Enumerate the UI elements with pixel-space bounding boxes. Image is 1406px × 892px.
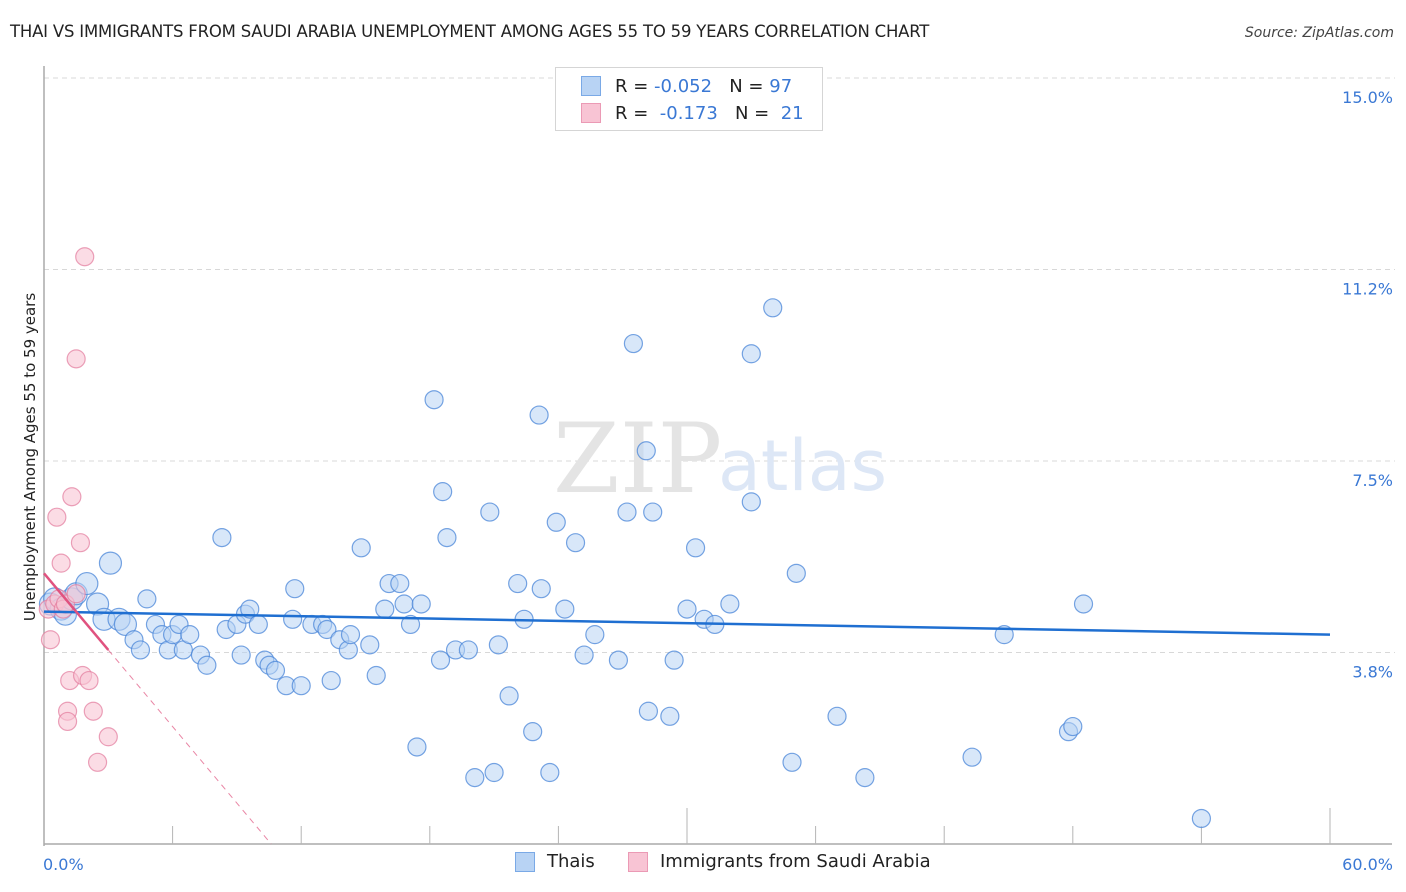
- n-label: N =: [734, 102, 770, 124]
- r-value: -0.052: [654, 75, 713, 97]
- tick-labels: 15.0% 11.2% 7.5% 3.8% 0.0% 60.0%: [43, 88, 1393, 874]
- legend-label-thais: Thais: [547, 851, 595, 872]
- svg-text:3.8%: 3.8%: [1352, 663, 1393, 682]
- svg-text:atlas: atlas: [718, 425, 887, 507]
- n-label: N =: [729, 75, 764, 97]
- n-value: 21: [780, 102, 804, 124]
- legend-label-saudi: Immigrants from Saudi Arabia: [660, 851, 931, 872]
- saudi-swatch-icon: [581, 103, 601, 123]
- legend-item-thais[interactable]: Thais: [515, 851, 595, 872]
- chart-title: THAI VS IMMIGRANTS FROM SAUDI ARABIA UNE…: [10, 22, 930, 42]
- svg-text:0.0%: 0.0%: [43, 855, 84, 874]
- svg-text:60.0%: 60.0%: [1342, 855, 1393, 874]
- series-saudi-arabia: [38, 247, 118, 772]
- source-label: Source: ZipAtlas.com: [1244, 25, 1394, 41]
- watermark: ZIP atlas: [553, 403, 887, 515]
- svg-text:7.5%: 7.5%: [1352, 471, 1393, 490]
- svg-text:15.0%: 15.0%: [1342, 88, 1393, 107]
- thais-swatch-icon: [581, 76, 601, 96]
- series-legend: Thais Immigrants from Saudi Arabia: [0, 851, 1406, 877]
- n-value: 97: [769, 75, 793, 97]
- legend-row-saudi: R = -0.173 N = 21: [581, 101, 804, 125]
- legend-row-thais: R = -0.052 N = 97: [581, 74, 792, 98]
- series-thais: [38, 298, 1212, 829]
- r-label: R =: [615, 102, 649, 124]
- saudi-swatch-icon: [628, 851, 648, 872]
- thais-swatch-icon: [515, 851, 535, 872]
- r-value: -0.173: [659, 102, 718, 124]
- r-label: R =: [615, 75, 649, 97]
- svg-text:ZIP: ZIP: [553, 403, 722, 515]
- trend-lines: [43, 572, 1331, 845]
- svg-text:11.2%: 11.2%: [1342, 280, 1393, 299]
- axes: [43, 66, 1392, 846]
- legend-item-saudi[interactable]: Immigrants from Saudi Arabia: [628, 851, 931, 872]
- gridlines: [44, 77, 1395, 653]
- correlation-legend: R = -0.052 N = 97 R = -0.173 N = 21: [555, 67, 823, 131]
